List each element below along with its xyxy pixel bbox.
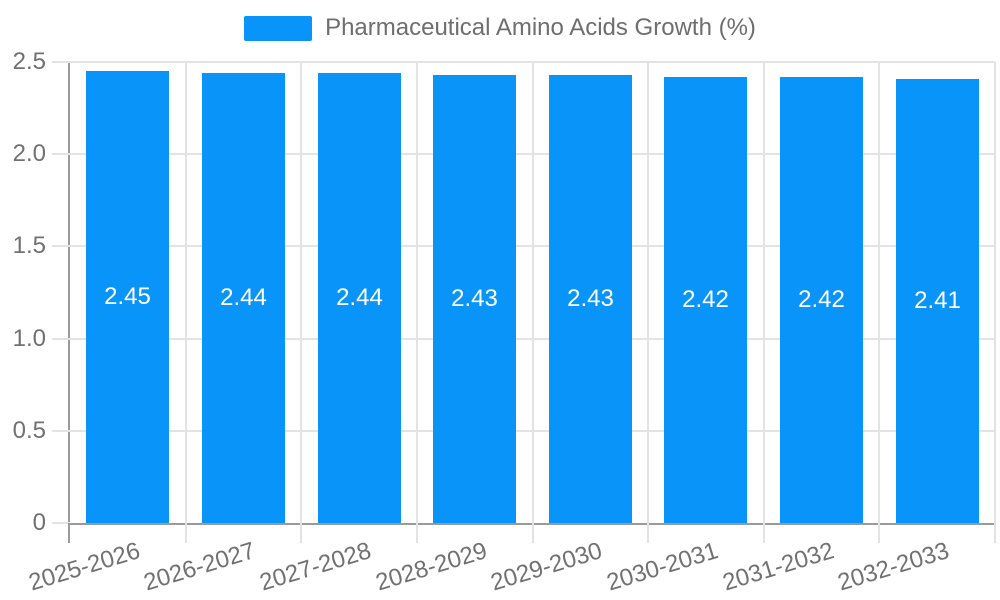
y-tick-label: 1.5 <box>12 232 46 260</box>
y-tick-label: 0 <box>32 509 46 536</box>
x-tick <box>300 523 302 543</box>
y-tick <box>52 522 70 524</box>
x-gridline <box>878 62 880 523</box>
x-tick <box>878 523 880 543</box>
chart-legend[interactable]: Pharmaceutical Amino Acids Growth (%) <box>0 14 1000 42</box>
bar-value-label: 2.44 <box>336 284 383 311</box>
x-tick <box>532 523 534 543</box>
bar-value-label: 2.44 <box>220 284 267 311</box>
chart-bar[interactable]: 2.43 <box>549 75 632 523</box>
y-tick-label: 0.5 <box>12 416 46 444</box>
chart-bar[interactable]: 2.42 <box>664 77 747 523</box>
y-tick-label: 1.0 <box>12 324 46 352</box>
y-tick <box>52 429 70 432</box>
x-gridline <box>994 62 996 523</box>
bar-value-label: 2.45 <box>104 283 151 310</box>
y-tick-label: 2.0 <box>12 140 46 168</box>
x-tick <box>994 523 996 543</box>
x-tick <box>185 523 187 543</box>
x-gridline <box>763 62 765 523</box>
y-tick <box>52 153 70 156</box>
x-gridline <box>647 62 649 523</box>
chart-bar[interactable]: 2.44 <box>318 73 401 523</box>
bar-value-label: 2.43 <box>567 285 614 312</box>
bar-value-label: 2.42 <box>682 286 729 313</box>
bar-value-label: 2.42 <box>798 286 845 313</box>
x-tick axis-ext <box>68 523 70 543</box>
x-gridline <box>416 62 418 523</box>
x-tick <box>763 523 765 543</box>
legend-swatch <box>244 15 313 41</box>
x-tick <box>416 523 418 543</box>
x-gridline <box>185 62 187 523</box>
x-gridline <box>532 62 534 523</box>
y-tick <box>52 337 70 340</box>
chart-bar[interactable]: 2.44 <box>202 73 285 523</box>
x-gridline <box>300 62 302 523</box>
plot-area: 0 0.5 1.0 1.5 2.0 2.5 2.45 2.44 2.44 2.43 2.43 2.42… <box>13 50 996 596</box>
bar-value-label: 2.41 <box>914 287 961 314</box>
chart-bar[interactable]: 2.42 <box>780 77 863 523</box>
x-tick <box>647 523 649 543</box>
chart-bar[interactable]: 2.41 <box>896 79 979 523</box>
bar-value-label: 2.43 <box>451 285 498 312</box>
y-tick-label: 2.5 <box>12 48 46 75</box>
legend-label: Pharmaceutical Amino Acids Growth (%) <box>325 14 756 41</box>
chart-bar[interactable]: 2.43 <box>433 75 516 523</box>
y-tick <box>52 245 70 248</box>
chart-bar[interactable]: 2.45 <box>86 71 169 523</box>
y-tick <box>52 61 70 63</box>
